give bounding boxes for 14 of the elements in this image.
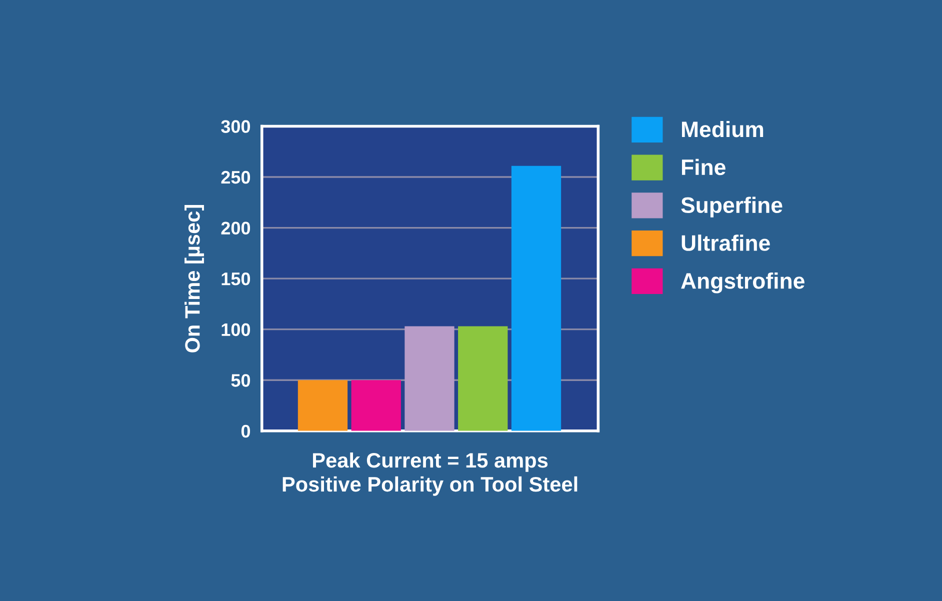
y-tick-label: 100: [222, 323, 250, 336]
legend-label: Ultrafine: [682, 234, 770, 251]
y-tick-label: 0: [241, 424, 250, 438]
y-tick-label: 150: [222, 272, 250, 286]
x-axis-title: Peak Current = 15 amps Positive Polarity on Tool Steel: [282, 452, 578, 496]
y-axis-title: On Time [µsec]: [184, 205, 204, 352]
y-tick-label: 250: [221, 170, 250, 184]
legend-label: Fine: [682, 158, 726, 176]
y-tick-label: 200: [221, 222, 250, 234]
y-tick-label: 50: [231, 374, 250, 387]
legend-label: Superfine: [681, 196, 782, 218]
legend-label: Angstrofine: [681, 272, 804, 294]
y-tick-label: 300: [221, 120, 250, 133]
legend-label: Medium: [682, 120, 764, 138]
